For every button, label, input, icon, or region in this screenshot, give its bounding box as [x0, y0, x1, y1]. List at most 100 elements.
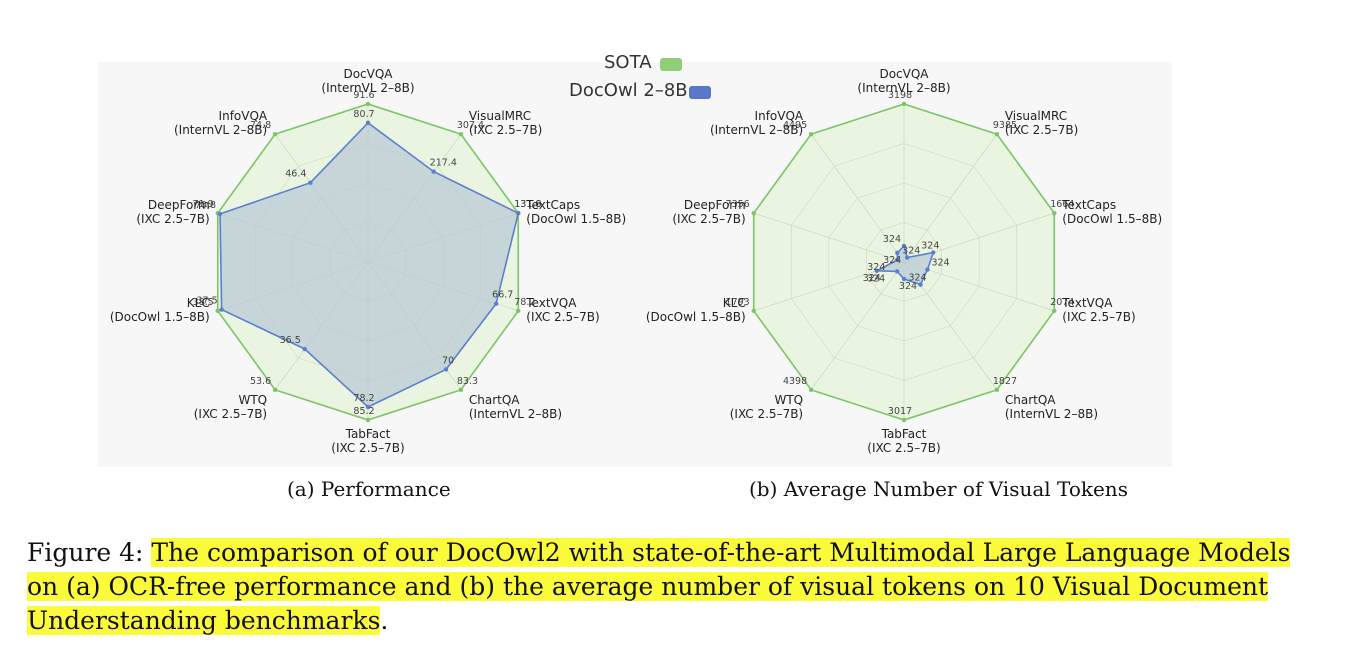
axis-label-sota-model: (InternVL 2–8B) — [321, 81, 414, 95]
value-label: 70 — [442, 355, 454, 366]
axis-label-sota-model: (DocOwl 1.5–8B) — [1062, 212, 1162, 226]
axis-label-name: DeepForm — [148, 198, 210, 212]
sota-point — [458, 387, 464, 393]
value-label: 307.4 — [457, 120, 484, 131]
axis-label-name: InfoVQA — [219, 109, 268, 123]
docowl2-point — [895, 257, 900, 263]
docowl2-point — [931, 250, 936, 255]
axis-label-name: DocVQA — [879, 67, 929, 81]
value-label: 324 — [931, 258, 949, 269]
axis-label-name: TabFact — [345, 427, 391, 441]
value-label: 71.9 — [193, 199, 214, 210]
legend-item-sota: SOTA — [604, 52, 682, 76]
subcaption-b: (b) Average Number of Visual Tokens — [749, 477, 1128, 501]
value-label: 324 — [921, 240, 939, 251]
caption-suffix: . — [380, 606, 389, 635]
axis-label-name: TabFact — [881, 427, 927, 441]
value-label: 131.6 — [514, 199, 541, 210]
value-label: 1827 — [993, 376, 1017, 387]
docowl2-point — [516, 210, 521, 216]
value-label: 83.3 — [457, 376, 478, 387]
axis-label-name: DeepForm — [684, 198, 746, 212]
axis-label-name: InfoVQA — [755, 109, 804, 123]
value-label: 38.5 — [193, 297, 214, 308]
value-label: 46.4 — [285, 169, 306, 180]
value-label: 85.2 — [353, 406, 374, 417]
subcaption-a: (a) Performance — [287, 477, 451, 501]
sota-point — [808, 131, 814, 137]
axis-label-name: DocVQA — [343, 67, 393, 81]
docowl2-point — [905, 255, 910, 260]
axis-label-name: KLC — [187, 296, 210, 310]
value-label: 9385 — [993, 120, 1017, 131]
grid-spoke-overlay — [903, 133, 998, 263]
axis-label-sota-model: (DocOwl 1.5–8B) — [646, 310, 746, 324]
axis-label-sota-model: (InternVL 2–8B) — [857, 81, 950, 95]
grid-spoke-overlay — [753, 212, 905, 263]
legend-swatch-docowl2 — [689, 86, 711, 99]
caption-prefix: Figure 4: — [27, 538, 152, 567]
axis-label-sota-model: (IXC 2.5–7B) — [867, 441, 940, 455]
value-label: 66.7 — [492, 290, 513, 301]
value-label: 324 — [908, 273, 926, 284]
radar-charts: 91.6 307.4 131.6 78.2 83.3 85.2 53.6 38.5 71.9 74… — [109, 67, 1163, 455]
axis-label-name: ChartQA — [1005, 393, 1056, 407]
value-label: 324 — [867, 262, 885, 273]
docowl2-point — [925, 267, 930, 272]
sota-point — [272, 131, 278, 137]
legend-label-docowl2: DocOwl 2–8B — [569, 80, 688, 101]
axis-label-sota-model: (IXC 2.5–7B) — [1005, 123, 1078, 137]
sota-point — [458, 131, 464, 137]
value-label: 324 — [863, 273, 881, 284]
axis-label-sota-model: (IXC 2.5–7B) — [526, 310, 599, 324]
value-label: 36.5 — [280, 335, 301, 346]
docowl2-point — [365, 120, 371, 126]
axis-label-sota-model: (DocOwl 1.5–8B) — [526, 212, 626, 226]
axis-label-name: KLC — [723, 296, 746, 310]
axis-label-sota-model: (IXC 2.5–7B) — [331, 441, 404, 455]
value-label: 4495 — [783, 120, 807, 131]
axis-label-name: VisualMRC — [469, 109, 531, 123]
docowl2-point — [901, 243, 907, 249]
axis-label-sota-model: (IXC 2.5–7B) — [672, 212, 745, 226]
value-label: 324 — [883, 234, 901, 245]
sota-point — [901, 417, 907, 423]
sota-point — [901, 101, 907, 107]
docowl2-point — [443, 367, 449, 372]
sota-point — [808, 387, 814, 393]
value-label: 217.4 — [430, 158, 457, 169]
grid-spoke-overlay — [810, 261, 905, 391]
value-label: 78.2 — [514, 297, 535, 308]
value-label: 80.7 — [353, 109, 374, 120]
value-label: 324 — [899, 281, 917, 292]
value-label: 4398 — [783, 376, 807, 387]
legend-swatch-sota — [660, 58, 682, 71]
axis-label-name: ChartQA — [469, 393, 520, 407]
axis-label-name: TextVQA — [525, 296, 577, 310]
value-label: 1793 — [726, 297, 750, 308]
axis-label-sota-model: (IXC 2.5–7B) — [194, 407, 267, 421]
value-label: 3017 — [888, 406, 912, 417]
value-label: 1664 — [1050, 199, 1074, 210]
value-label: 91.6 — [353, 90, 374, 101]
value-label: 324 — [867, 273, 885, 284]
sota-point — [365, 101, 371, 107]
axis-label-sota-model: (IXC 2.5–7B) — [1062, 310, 1135, 324]
axis-label-sota-model: (InternVL 2–8B) — [1005, 407, 1098, 421]
docowl2-point — [895, 250, 900, 255]
docowl2-point — [217, 211, 223, 217]
sota-point — [1052, 210, 1057, 216]
sota-point — [215, 308, 220, 314]
docowl2-point — [493, 301, 499, 306]
value-label: 70.8 — [195, 200, 216, 211]
docowl2-point — [302, 346, 307, 352]
value-label: 37.5 — [196, 296, 217, 307]
value-label: 3198 — [888, 90, 912, 101]
docowl2-point — [219, 307, 224, 312]
axis-label-name: TextVQA — [1061, 296, 1113, 310]
docowl2-point — [918, 282, 923, 287]
sota-point — [1052, 308, 1057, 314]
value-label: 131.8 — [514, 199, 541, 210]
caption-highlighted-text: The comparison of our DocOwl2 with state… — [27, 538, 1291, 635]
sota-point — [365, 417, 371, 423]
